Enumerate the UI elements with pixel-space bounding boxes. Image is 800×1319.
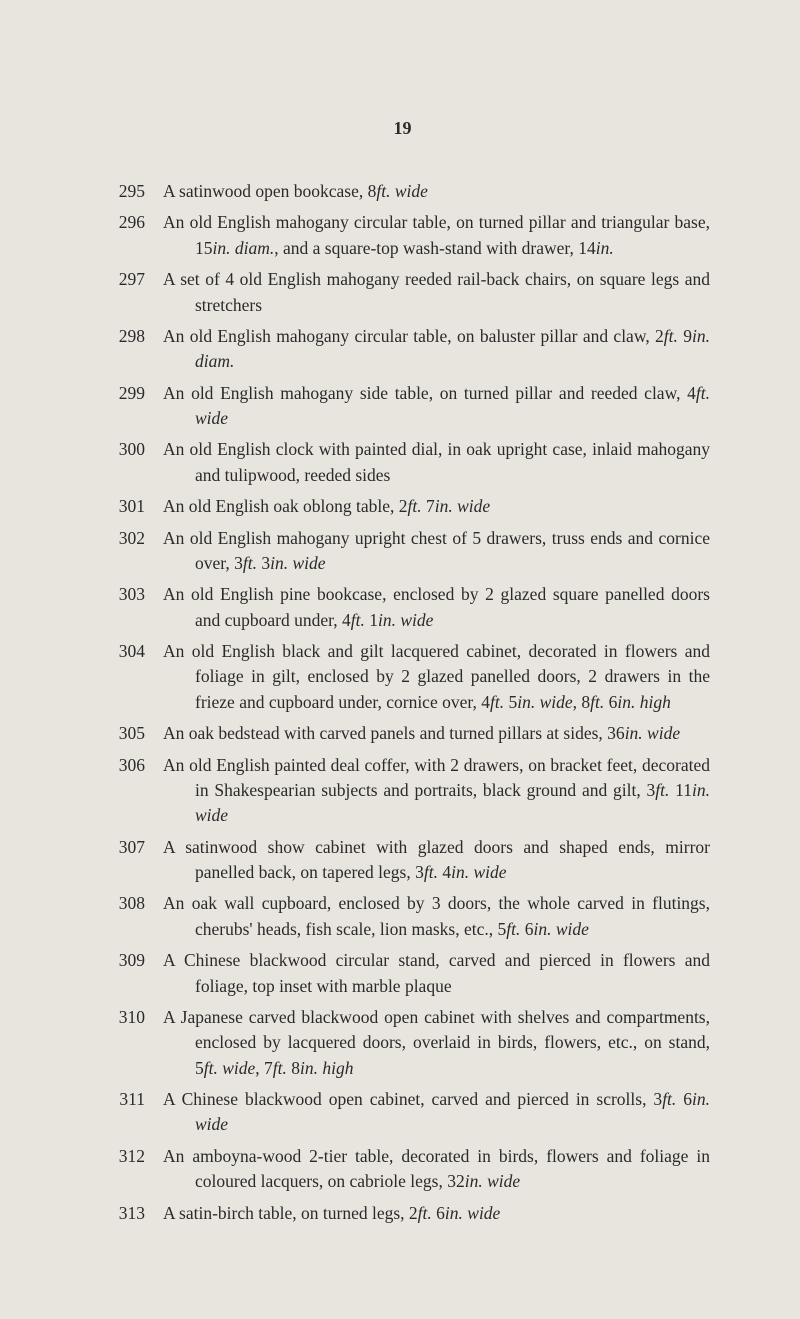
lot-number: 303 [95,582,163,633]
catalogue-entry: 312An amboyna-wood 2-tier table, decorat… [95,1144,710,1195]
lot-number: 296 [95,210,163,261]
lot-description: An oak wall cupboard, enclosed by 3 door… [163,891,710,942]
description-line: An old English mahogany upright chest of… [163,526,710,577]
description-line: A satinwood show cabinet with glazed doo… [163,835,710,886]
catalogue-entry: 310A Japanese carved blackwood open cabi… [95,1005,710,1081]
description-line: An oak wall cupboard, enclosed by 3 door… [163,891,710,942]
lot-description: An old English oak oblong table, 2ft. 7i… [163,494,710,519]
description-line: An old English pine bookcase, enclosed b… [163,582,710,633]
catalogue-entry: 296An old English mahogany circular tabl… [95,210,710,261]
catalogue-entries: 295A satinwood open bookcase, 8ft. wide2… [95,179,710,1226]
catalogue-entry: 311A Chinese blackwood open cabinet, car… [95,1087,710,1138]
description-line: A Chinese blackwood open cabinet, carved… [163,1087,710,1138]
description-line: An old English mahogany side table, on t… [163,381,710,432]
lot-description: An amboyna-wood 2-tier table, decorated … [163,1144,710,1195]
lot-number: 298 [95,324,163,375]
catalogue-entry: 295A satinwood open bookcase, 8ft. wide [95,179,710,204]
lot-description: A Japanese carved blackwood open cabinet… [163,1005,710,1081]
description-line: A satinwood open bookcase, 8ft. wide [163,179,710,204]
lot-description: A Chinese blackwood circular stand, carv… [163,948,710,999]
catalogue-entry: 300An old English clock with painted dia… [95,437,710,488]
lot-description: A satinwood show cabinet with glazed doo… [163,835,710,886]
lot-description: A Chinese blackwood open cabinet, carved… [163,1087,710,1138]
catalogue-entry: 307A satinwood show cabinet with glazed … [95,835,710,886]
description-line: An old English mahogany circular table, … [163,210,710,261]
description-line: An old English clock with painted dial, … [163,437,710,488]
page-number: 19 [95,115,710,141]
catalogue-entry: 297A set of 4 old English mahogany reede… [95,267,710,318]
lot-number: 304 [95,639,163,715]
catalogue-entry: 309A Chinese blackwood circular stand, c… [95,948,710,999]
description-line: A Chinese blackwood circular stand, carv… [163,948,710,999]
lot-number: 312 [95,1144,163,1195]
lot-description: An old English mahogany circular table, … [163,324,710,375]
lot-description: A set of 4 old English mahogany reeded r… [163,267,710,318]
description-line: A satin-birch table, on turned legs, 2ft… [163,1201,710,1226]
lot-description: An old English black and gilt lacquered … [163,639,710,715]
lot-description: A satinwood open bookcase, 8ft. wide [163,179,710,204]
catalogue-entry: 305An oak bedstead with carved panels an… [95,721,710,746]
lot-description: An old English pine bookcase, enclosed b… [163,582,710,633]
lot-number: 299 [95,381,163,432]
lot-description: An old English mahogany side table, on t… [163,381,710,432]
description-line: An old English mahogany circular table, … [163,324,710,375]
catalogue-entry: 313A satin-birch table, on turned legs, … [95,1201,710,1226]
description-line: An old English black and gilt lacquered … [163,639,710,715]
description-line: An old English oak oblong table, 2ft. 7i… [163,494,710,519]
catalogue-entry: 298An old English mahogany circular tabl… [95,324,710,375]
lot-number: 302 [95,526,163,577]
lot-number: 307 [95,835,163,886]
catalogue-entry: 303An old English pine bookcase, enclose… [95,582,710,633]
catalogue-entry: 308An oak wall cupboard, enclosed by 3 d… [95,891,710,942]
lot-number: 297 [95,267,163,318]
lot-description: An old English clock with painted dial, … [163,437,710,488]
description-line: An old English painted deal coffer, with… [163,753,710,829]
lot-description: An old English mahogany upright chest of… [163,526,710,577]
catalogue-entry: 299An old English mahogany side table, o… [95,381,710,432]
lot-number: 305 [95,721,163,746]
description-line: An amboyna-wood 2-tier table, decorated … [163,1144,710,1195]
catalogue-entry: 302An old English mahogany upright chest… [95,526,710,577]
lot-number: 306 [95,753,163,829]
catalogue-entry: 304An old English black and gilt lacquer… [95,639,710,715]
catalogue-entry: 301An old English oak oblong table, 2ft.… [95,494,710,519]
lot-description: An old English mahogany circular table, … [163,210,710,261]
lot-description: An old English painted deal coffer, with… [163,753,710,829]
description-line: A set of 4 old English mahogany reeded r… [163,267,710,318]
lot-number: 300 [95,437,163,488]
lot-number: 311 [95,1087,163,1138]
description-line: A Japanese carved blackwood open cabinet… [163,1005,710,1081]
lot-number: 295 [95,179,163,204]
description-line: An oak bedstead with carved panels and t… [163,721,710,746]
lot-number: 313 [95,1201,163,1226]
lot-number: 301 [95,494,163,519]
lot-description: An oak bedstead with carved panels and t… [163,721,710,746]
lot-number: 309 [95,948,163,999]
catalogue-entry: 306An old English painted deal coffer, w… [95,753,710,829]
lot-number: 308 [95,891,163,942]
lot-description: A satin-birch table, on turned legs, 2ft… [163,1201,710,1226]
lot-number: 310 [95,1005,163,1081]
